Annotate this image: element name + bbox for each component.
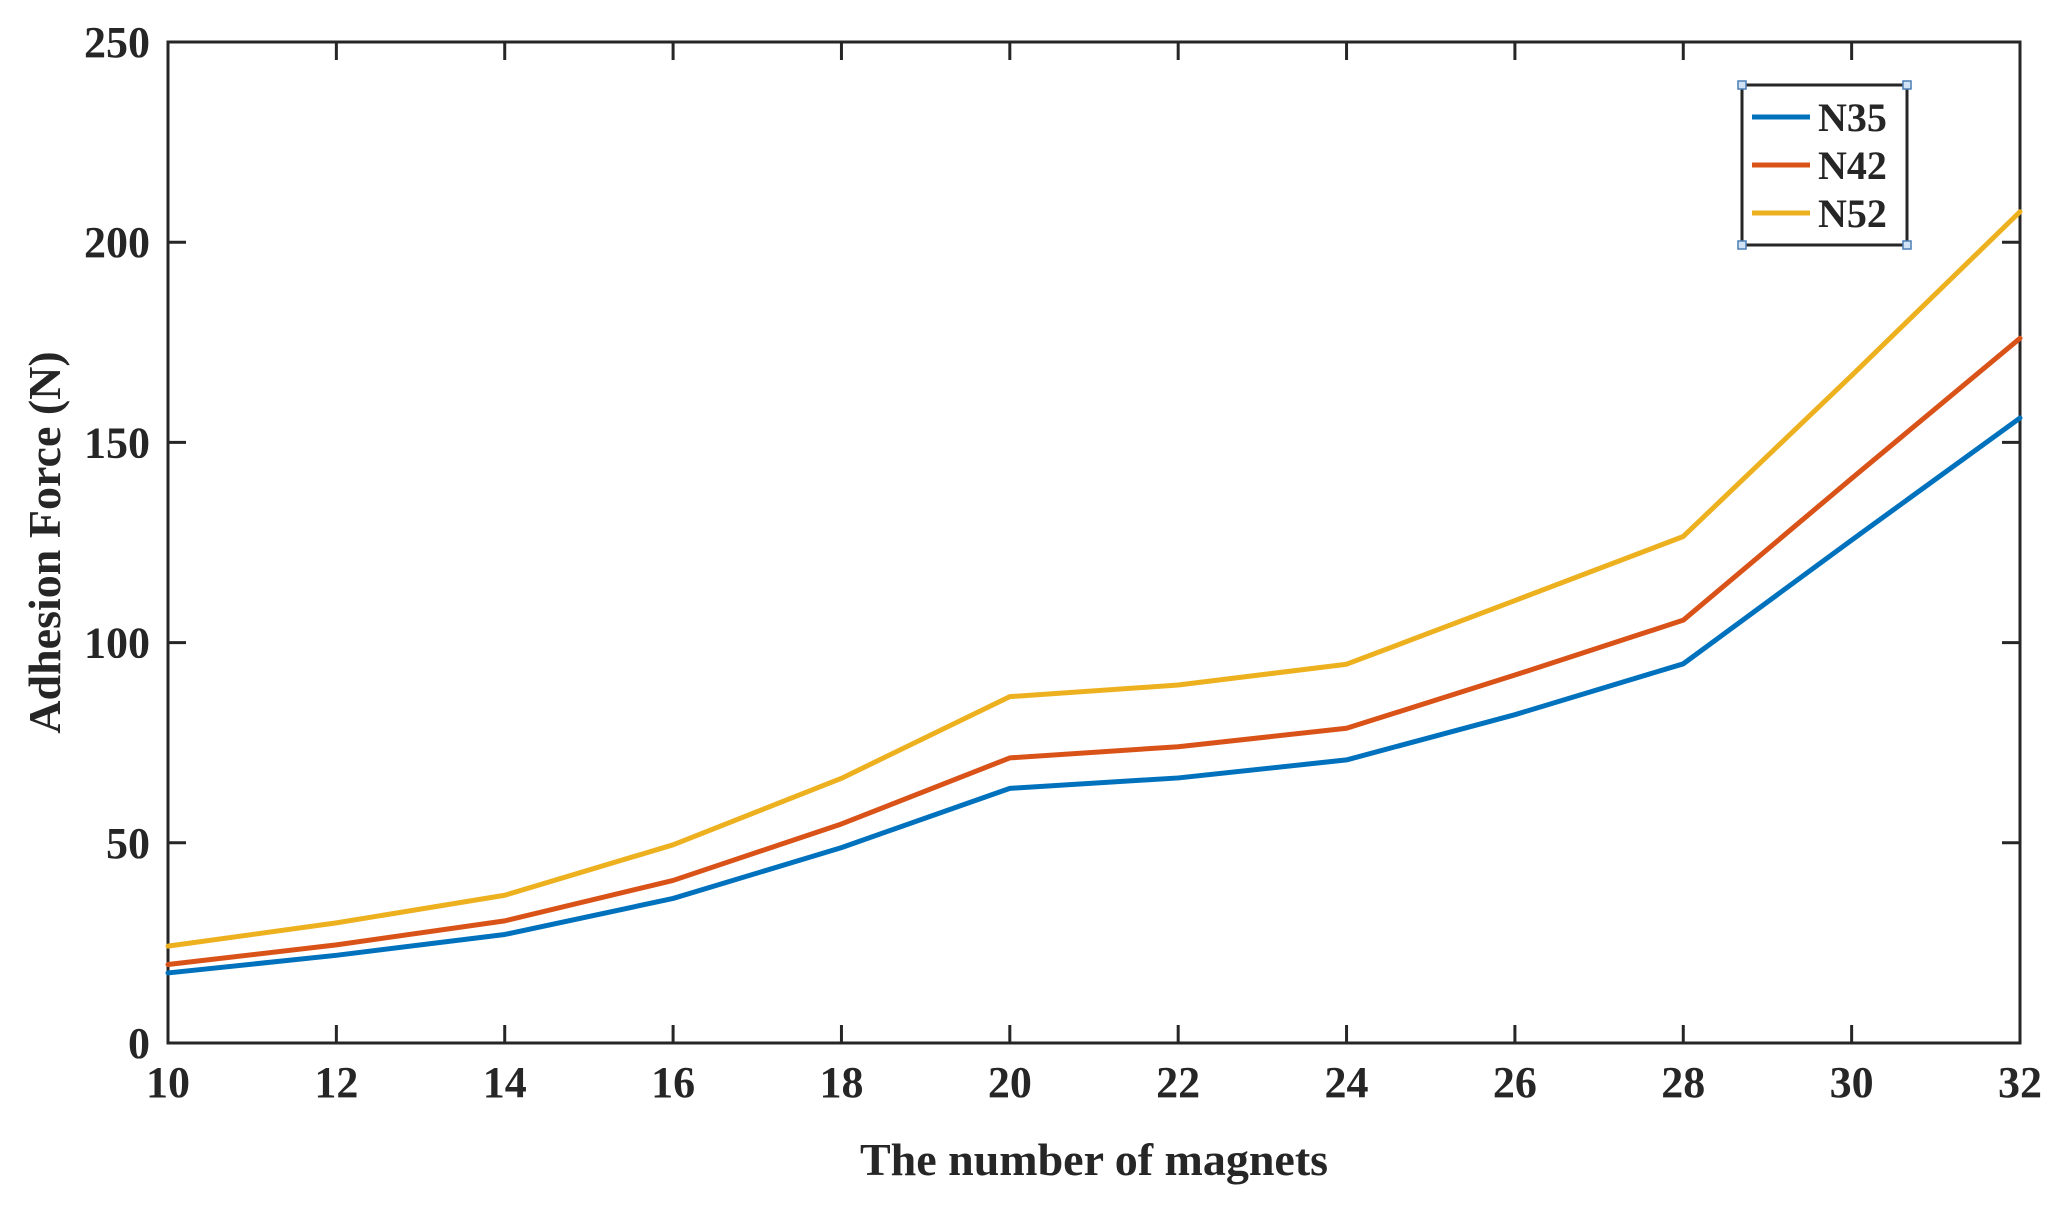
y-tick-label: 250	[84, 18, 150, 67]
legend-label-n35: N35	[1818, 95, 1887, 140]
y-tick-label: 200	[84, 218, 150, 267]
x-axis-title: The number of magnets	[860, 1134, 1328, 1185]
y-tick-label: 50	[106, 819, 150, 868]
plot-area-border	[166, 40, 2022, 1045]
x-axis-ticks: 10 12 14 16 18 20 22 24 26 28 30 32	[146, 42, 2042, 1107]
y-axis-title: Adhesion Force (N)	[19, 351, 70, 733]
x-tick-label: 22	[1156, 1058, 1200, 1107]
legend-label-n52: N52	[1818, 191, 1887, 236]
series-line-n52	[165, 209, 2023, 949]
x-tick-label: 10	[146, 1058, 190, 1107]
legend-resize-handle[interactable]	[1902, 80, 1912, 90]
legend-resize-handle[interactable]	[1737, 240, 1747, 250]
x-tick-label: 14	[483, 1058, 527, 1107]
legend-label-n42: N42	[1818, 143, 1887, 188]
x-tick-label: 16	[651, 1058, 695, 1107]
series-line-n42	[165, 335, 2023, 968]
y-tick-label: 150	[84, 418, 150, 467]
x-tick-label: 24	[1325, 1058, 1369, 1107]
x-tick-label: 20	[988, 1058, 1032, 1107]
legend-resize-handle[interactable]	[1902, 240, 1912, 250]
x-tick-label: 30	[1830, 1058, 1874, 1107]
series-lines	[165, 209, 2023, 976]
x-tick-label: 18	[819, 1058, 863, 1107]
x-tick-label: 28	[1661, 1058, 1705, 1107]
y-tick-label: 0	[128, 1019, 150, 1068]
x-tick-label: 26	[1493, 1058, 1537, 1107]
x-tick-label: 12	[314, 1058, 358, 1107]
legend-resize-handle[interactable]	[1737, 80, 1747, 90]
x-tick-label: 32	[1998, 1058, 2042, 1107]
series-line-n35	[165, 415, 2023, 976]
y-tick-label: 100	[84, 619, 150, 668]
plot-frame	[166, 40, 2022, 1045]
y-axis-ticks: 0 50 100 150 200 250	[84, 18, 2020, 1068]
